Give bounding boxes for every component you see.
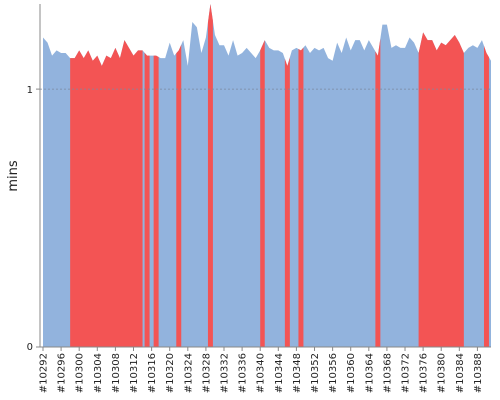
x-tick-label-7: #10320 — [165, 353, 176, 393]
x-tick-label-17: #10360 — [346, 353, 357, 393]
failed-build-segment-1 — [144, 52, 150, 348]
x-tick-label-6: #10316 — [147, 353, 158, 393]
x-tick-label-24: #10388 — [473, 353, 484, 393]
failed-build-segment-3 — [176, 44, 182, 347]
x-tick-label-16: #10356 — [328, 353, 339, 393]
x-tick-label-20: #10372 — [401, 353, 412, 393]
x-tick-layer: #10292 #10296 #10300 #10304 #10308 #10312 #103… — [39, 347, 484, 393]
x-tick-label-11: #10336 — [238, 353, 249, 393]
x-tick-label-19: #10368 — [382, 353, 393, 393]
failed-build-segment-2 — [153, 55, 159, 347]
x-tick-label-2: #10300 — [75, 353, 86, 393]
x-tick-label-13: #10344 — [274, 353, 285, 393]
x-tick-label-3: #10304 — [93, 353, 104, 393]
x-tick-label-18: #10364 — [364, 353, 375, 393]
x-tick-label-21: #10376 — [419, 353, 430, 393]
build-area-layer — [43, 4, 491, 348]
x-tick-label-9: #10328 — [201, 353, 212, 393]
failed-build-segment-0 — [70, 40, 143, 348]
x-tick-label-4: #10308 — [111, 353, 122, 393]
x-tick-label-23: #10384 — [455, 353, 466, 393]
y-tick-label-1: 1 — [27, 85, 33, 96]
x-tick-label-12: #10340 — [256, 353, 267, 393]
failed-build-segment-9 — [418, 32, 464, 348]
grid-layer — [36, 88, 491, 348]
x-tick-label-8: #10324 — [183, 353, 194, 393]
failed-build-segment-7 — [298, 47, 304, 347]
x-tick-label-1: #10296 — [57, 353, 68, 393]
x-tick-label-5: #10312 — [129, 353, 140, 393]
x-tick-label-10: #10332 — [220, 353, 231, 393]
failed-build-segment-4 — [207, 4, 213, 347]
failed-build-segment-10 — [483, 45, 489, 347]
failed-build-segment-8 — [375, 38, 381, 348]
failed-build-segment-5 — [260, 40, 265, 348]
x-tick-label-22: #10380 — [437, 353, 448, 393]
y-axis-label: mins — [6, 160, 21, 192]
failed-build-segment-6 — [284, 57, 290, 347]
x-tick-label-15: #10352 — [310, 353, 321, 393]
x-tick-label-0: #10292 — [39, 353, 50, 393]
x-tick-label-14: #10348 — [292, 353, 303, 393]
y-tick-label-0: 0 — [27, 342, 33, 353]
